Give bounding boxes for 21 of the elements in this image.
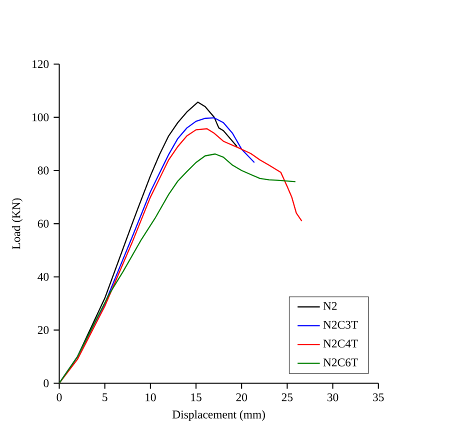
legend-label: N2C3T: [323, 320, 358, 329]
y-tick-label: 60: [38, 220, 49, 228]
y-tick-label: 40: [38, 272, 49, 281]
y-tick-label: 120: [32, 60, 49, 68]
x-tick-label: 35: [373, 393, 384, 402]
y-tick-label: 100: [32, 113, 49, 122]
legend-label: N2C4T: [323, 339, 358, 348]
x-tick-label: 5: [102, 393, 108, 401]
x-tick-label: 20: [236, 393, 248, 402]
legend-label: N2: [323, 302, 337, 310]
x-tick-label: 15: [191, 393, 202, 402]
x-tick-label: 10: [146, 393, 156, 402]
y-tick-label: 20: [38, 326, 49, 334]
x-tick-label: 30: [327, 393, 338, 402]
legend-label: N2C6T: [323, 358, 358, 366]
x-tick-label: 25: [282, 393, 293, 402]
x-axis-title: Displacement (mm): [172, 410, 265, 421]
y-axis-title: Load (KN): [12, 198, 23, 249]
y-tick-label: 0: [44, 379, 49, 388]
y-tick-label: 80: [38, 166, 49, 174]
x-tick-label: 0: [56, 393, 62, 402]
